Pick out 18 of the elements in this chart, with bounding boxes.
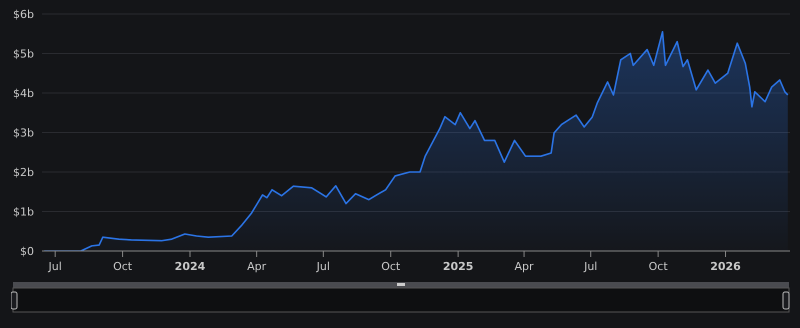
x-tick-label: 2024 [174,260,206,273]
x-tick-label: 2025 [442,260,474,273]
y-tick-label: $2b [13,166,34,179]
y-tick-label: $0 [20,244,34,258]
y-tick-label: $6b [13,8,34,21]
x-tick-label: Apr [247,260,267,273]
x-tick-label: Oct [113,260,133,273]
y-tick-label: $4b [13,86,34,100]
y-tick-label: $3b [13,126,34,140]
x-tick-label: Oct [648,260,668,273]
x-tick-label: Jul [583,260,598,273]
x-tick-label: Jul [316,260,330,273]
y-tick-label: $1b [13,205,34,218]
x-tick-label: Oct [381,260,401,273]
x-tick-label: 2026 [710,260,742,273]
y-tick-label: $5b [13,47,34,60]
x-tick-label: Apr [514,260,534,273]
x-tick-label: Jul [48,260,62,273]
